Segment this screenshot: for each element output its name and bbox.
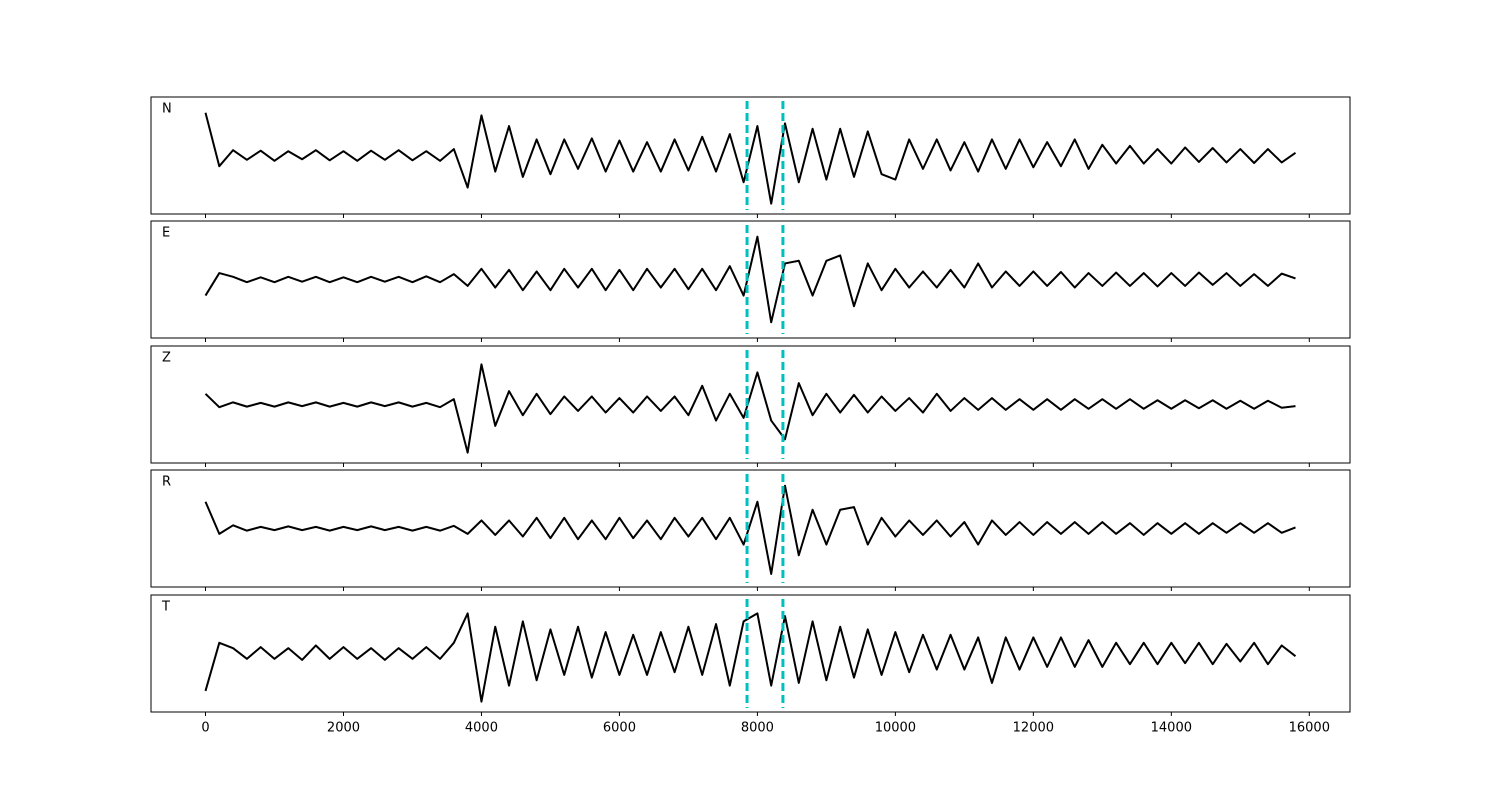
x-tick-label: 14000	[1151, 721, 1192, 736]
trace-line	[204, 612, 1297, 703]
panel-label: E	[162, 226, 170, 241]
panel-frame	[150, 220, 1351, 339]
trace-line	[204, 363, 1296, 454]
trace-line	[204, 235, 1296, 324]
x-tick-label: 8000	[741, 721, 774, 736]
trace-line	[204, 484, 1296, 575]
panel-label: N	[162, 102, 172, 117]
x-tick-label: 2000	[327, 721, 360, 736]
panel-label: Z	[162, 351, 171, 366]
panel-frame	[150, 594, 1351, 713]
x-tick-label: 12000	[1013, 721, 1054, 736]
x-tick-label: 16000	[1289, 721, 1330, 736]
panel-label: T	[161, 600, 170, 615]
panel-label: R	[162, 475, 171, 490]
x-tick-label: 0	[201, 721, 209, 736]
x-tick-label: 4000	[465, 721, 498, 736]
panel-frame	[150, 469, 1351, 588]
x-tick-label: 10000	[875, 721, 916, 736]
panel-frame	[150, 345, 1351, 464]
x-tick-label: 6000	[603, 721, 636, 736]
trace-line	[204, 112, 1297, 205]
panel-frame	[150, 96, 1351, 215]
